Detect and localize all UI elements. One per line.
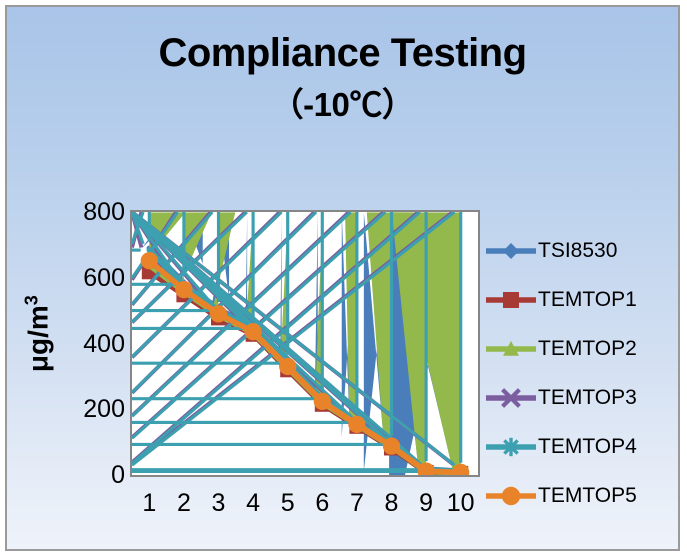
triangle-marker-icon (485, 337, 537, 361)
legend-label: TEMTOP4 (538, 434, 637, 458)
legend-label: TEMTOP1 (538, 287, 637, 311)
x-axis-tick-label: 1 (142, 489, 157, 517)
legend-label: TEMTOP2 (538, 336, 637, 360)
diamond-marker-icon (485, 239, 537, 263)
legend-item-temtop3[interactable]: TEMTOP3 (485, 373, 675, 422)
x-marker-icon (485, 386, 537, 410)
page-subtitle: （-10℃） (270, 86, 415, 123)
series-line-TEMTOP5 (146, 257, 464, 475)
chart-legend: TSI8530 TEMTOP1 TEMTOP2 TEMTOP3 TEMTOP4 TEM… (485, 226, 675, 520)
legend-item-temtop4[interactable]: TEMTOP4 (485, 422, 675, 471)
slide-canvas: Compliance Testing （-10℃） μg/m3 800 600 40… (5, 5, 680, 551)
plot-series-svg (132, 212, 470, 475)
legend-item-temtop1[interactable]: TEMTOP1 (485, 275, 675, 324)
legend-label: TEMTOP5 (538, 483, 637, 507)
chart-title-block: Compliance Testing （-10℃） (7, 29, 678, 127)
x-axis-ticks: 1 2 3 4 5 6 7 8 9 10 (130, 491, 480, 525)
legend-item-temtop5[interactable]: TEMTOP5 (485, 471, 675, 520)
x-axis-tick-label: 10 (446, 489, 475, 517)
legend-label: TEMTOP3 (538, 385, 637, 409)
page-title: Compliance Testing (158, 31, 527, 75)
y-axis-tick-label: 200 (83, 395, 125, 424)
x-axis-tick-label: 6 (315, 489, 330, 517)
y-axis-tick-label: 800 (83, 198, 125, 226)
y-axis-ticks: 800 600 400 200 0 (49, 200, 125, 488)
asterisk-marker-icon (485, 435, 537, 459)
circle-marker-icon (485, 484, 537, 508)
x-axis-tick-label: 3 (211, 489, 226, 517)
line-chart: μg/m3 800 600 400 200 0 (7, 7, 678, 549)
x-axis-tick-label: 9 (419, 489, 434, 517)
x-axis-tick-label: 5 (280, 489, 295, 517)
x-axis-tick-label: 8 (384, 489, 399, 517)
x-axis-tick-label: 2 (176, 489, 191, 517)
legend-label: TSI8530 (538, 238, 618, 262)
legend-item-temtop2[interactable]: TEMTOP2 (485, 324, 675, 373)
x-axis-tick-label: 4 (246, 489, 261, 517)
y-axis-tick-label: 600 (83, 263, 125, 292)
plot-area (130, 210, 480, 477)
y-axis-tick-label: 400 (83, 329, 125, 358)
legend-item-tsi8530[interactable]: TSI8530 (485, 226, 675, 275)
x-axis-tick-label: 7 (349, 489, 364, 517)
y-axis-tick-label: 0 (111, 461, 125, 489)
square-marker-icon (485, 288, 537, 312)
